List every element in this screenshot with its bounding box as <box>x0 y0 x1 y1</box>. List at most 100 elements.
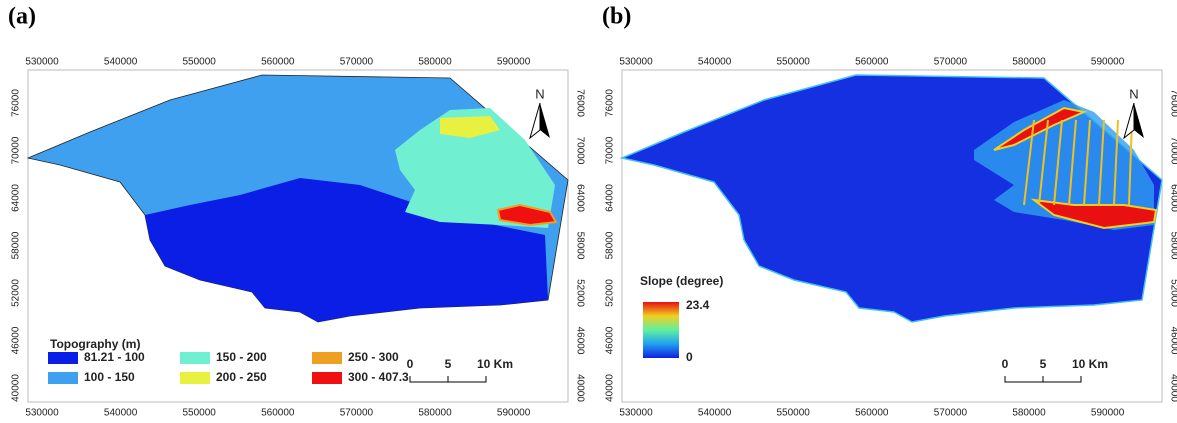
legend-label: 250 - 300 <box>348 350 399 364</box>
scale-label: 0 <box>1002 357 1009 371</box>
y-tick-label-right: 46000 <box>574 327 585 355</box>
y-tick-label-left: 76000 <box>605 89 616 117</box>
y-tick-label-right: 70000 <box>574 137 585 165</box>
panel-label: (b) <box>602 4 631 30</box>
x-tick-label-top: 530000 <box>619 57 653 68</box>
y-tick-label-right: 64000 <box>574 184 585 212</box>
x-tick-label-bottom: 580000 <box>1012 408 1046 419</box>
x-tick-label-top: 580000 <box>1012 57 1046 68</box>
north-arrow <box>540 103 550 138</box>
legend-swatch <box>312 372 342 384</box>
y-tick-label-left: 46000 <box>605 326 616 354</box>
legend-label: 100 - 150 <box>84 370 135 384</box>
ridge <box>1098 119 1105 206</box>
legend-title: Slope (degree) <box>640 274 723 288</box>
ridge <box>1023 119 1035 206</box>
ridge <box>1128 119 1133 206</box>
x-tick-label-bottom: 560000 <box>855 408 889 419</box>
x-tick-label-top: 540000 <box>104 57 138 68</box>
y-tick-label-left: 58000 <box>11 231 22 259</box>
x-tick-label-bottom: 560000 <box>261 408 295 419</box>
x-tick-label-top: 570000 <box>934 57 968 68</box>
steep-slopes <box>993 106 1088 151</box>
x-tick-label-bottom: 580000 <box>418 408 452 419</box>
legend-label: 81.21 - 100 <box>84 350 145 364</box>
y-tick-label-right: 52000 <box>574 279 585 307</box>
ridge <box>1083 119 1091 206</box>
legend-swatch <box>180 372 210 384</box>
colorbar-max: 23.4 <box>686 298 710 312</box>
x-tick-label-bottom: 530000 <box>25 408 59 419</box>
colorbar-min: 0 <box>686 350 693 364</box>
y-tick-label-right: 70000 <box>1168 137 1177 165</box>
scale-label: 5 <box>1040 357 1047 371</box>
y-tick-label-right: 40000 <box>1168 374 1177 402</box>
y-tick-label-left: 40000 <box>11 374 22 402</box>
north-label: N <box>535 86 544 101</box>
x-tick-label-top: 540000 <box>698 57 732 68</box>
legend-swatch <box>48 352 78 364</box>
x-tick-label-top: 560000 <box>855 57 889 68</box>
y-tick-label-right: 46000 <box>1168 327 1177 355</box>
y-tick-label-right: 76000 <box>1168 89 1177 117</box>
y-tick-label-right: 58000 <box>1168 232 1177 260</box>
x-tick-label-top: 530000 <box>25 57 59 68</box>
x-tick-label-top: 550000 <box>183 57 217 68</box>
x-tick-label-top: 590000 <box>1091 57 1125 68</box>
x-tick-label-bottom: 570000 <box>934 408 968 419</box>
y-tick-label-left: 64000 <box>605 184 616 212</box>
scale-label: 10 Km <box>1072 357 1108 371</box>
x-tick-label-bottom: 590000 <box>497 408 531 419</box>
y-tick-label-right: 76000 <box>574 89 585 117</box>
x-tick-label-top: 590000 <box>497 57 531 68</box>
x-tick-label-bottom: 570000 <box>340 408 374 419</box>
map-frame <box>27 69 569 403</box>
upland-200-250 <box>440 116 500 138</box>
y-tick-label-left: 70000 <box>11 136 22 164</box>
legend-label: 150 - 200 <box>216 350 267 364</box>
y-tick-label-left: 52000 <box>605 279 616 307</box>
colorbar <box>643 302 679 358</box>
ridge <box>1053 119 1063 206</box>
x-tick-label-top: 550000 <box>777 57 811 68</box>
x-tick-label-bottom: 540000 <box>698 408 732 419</box>
legend-swatch <box>180 352 210 364</box>
upland-300 <box>496 203 558 227</box>
map-frame <box>621 69 1163 403</box>
scale-label: 10 Km <box>477 357 513 371</box>
legend-swatch <box>312 352 342 364</box>
steep-slopes <box>1030 198 1158 230</box>
x-tick-label-top: 580000 <box>418 57 452 68</box>
x-tick-label-bottom: 550000 <box>183 408 217 419</box>
legend-title: Topography (m) <box>50 337 140 351</box>
legend-label: 300 - 407.3 <box>348 370 409 384</box>
x-tick-label-bottom: 540000 <box>104 408 138 419</box>
y-tick-label-left: 52000 <box>11 279 22 307</box>
scale-label: 5 <box>445 357 452 371</box>
ridge <box>1038 119 1049 206</box>
y-tick-label-left: 70000 <box>605 136 616 164</box>
x-tick-label-top: 570000 <box>340 57 374 68</box>
y-tick-label-left: 64000 <box>11 184 22 212</box>
x-tick-label-bottom: 530000 <box>619 408 653 419</box>
map-panel: (b)5300005300005400005400005500005500005… <box>602 4 1177 419</box>
ridge <box>1113 119 1119 206</box>
y-tick-label-left: 76000 <box>11 89 22 117</box>
x-tick-label-bottom: 550000 <box>777 408 811 419</box>
legend-label: 200 - 250 <box>216 370 267 384</box>
panel-label: (a) <box>8 4 36 30</box>
north-label: N <box>1129 86 1138 101</box>
y-tick-label-left: 46000 <box>11 326 22 354</box>
north-arrow <box>1134 103 1144 138</box>
y-tick-label-left: 40000 <box>605 374 616 402</box>
y-tick-label-right: 58000 <box>574 232 585 260</box>
y-tick-label-right: 40000 <box>574 374 585 402</box>
ridge <box>1068 119 1077 206</box>
y-tick-label-right: 64000 <box>1168 184 1177 212</box>
y-tick-label-right: 52000 <box>1168 279 1177 307</box>
scale-label: 0 <box>407 357 414 371</box>
north-arrow <box>529 102 541 140</box>
map-panel: (a)5300005300005400005400005500005500005… <box>8 4 585 419</box>
upland-150-200 <box>395 108 555 228</box>
